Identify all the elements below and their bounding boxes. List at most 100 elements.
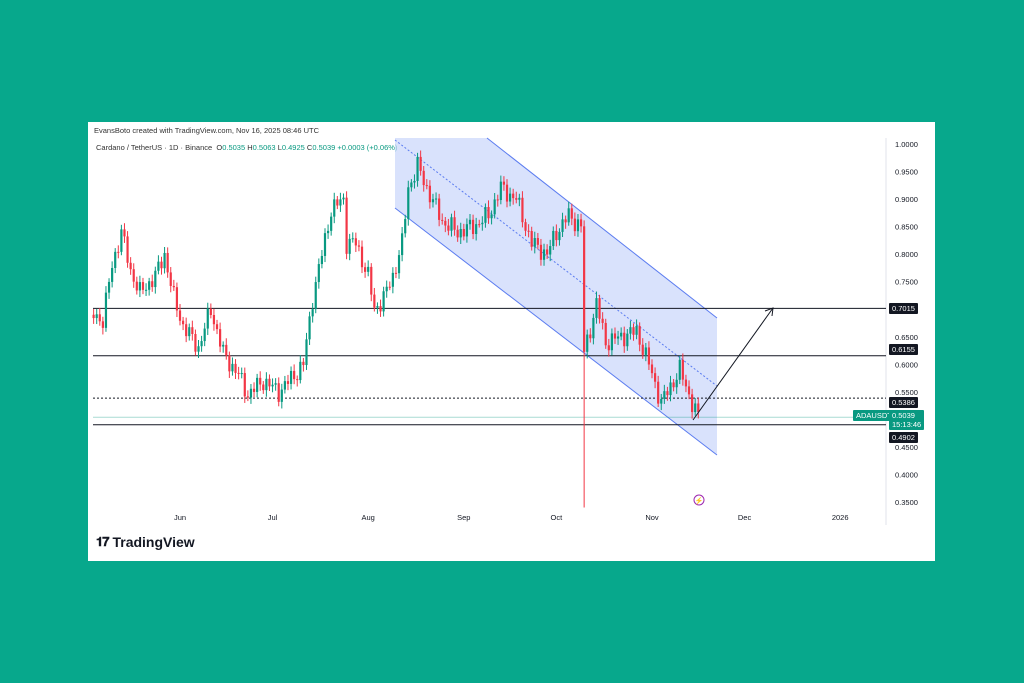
candle-body: [694, 403, 697, 413]
candle-body: [289, 370, 293, 384]
candle-body: [302, 361, 305, 366]
candle-body: [280, 389, 283, 402]
candle-body: [126, 236, 129, 263]
candle-body: [240, 373, 243, 375]
candle-body: [342, 197, 345, 200]
channel-lower-line: [394, 207, 718, 456]
candle-body: [499, 181, 502, 201]
candle-body: [438, 198, 441, 220]
candle-body: [623, 332, 626, 347]
candle-body: [468, 219, 472, 225]
candle-body: [629, 327, 632, 334]
candle-body: [558, 231, 561, 241]
candle-body: [471, 219, 475, 235]
candle-body: [549, 246, 552, 255]
candle-body: [638, 326, 641, 345]
candle-body: [678, 359, 681, 380]
candle-body: [410, 182, 413, 188]
candle-body: [604, 322, 607, 346]
candle-body: [431, 199, 435, 203]
candle-body: [385, 286, 388, 292]
candle-body: [293, 370, 296, 380]
candle-body: [367, 266, 370, 272]
candle-body: [462, 228, 465, 237]
brand-name: TradingView: [112, 534, 195, 550]
candle-body: [225, 344, 228, 356]
candle-body: [425, 185, 428, 187]
lightning-glyph: ⚡: [695, 496, 704, 505]
x-tick-label: Sep: [457, 513, 470, 522]
candle-body: [620, 332, 623, 337]
x-tick-label: Jun: [174, 513, 186, 522]
candle-body: [635, 326, 638, 335]
candle-body: [456, 229, 459, 238]
candle-body: [595, 298, 598, 318]
candle-body: [265, 378, 268, 391]
symbol-badge: ADAUSDT: [853, 410, 895, 421]
candle-body: [271, 384, 274, 387]
candle-body: [178, 310, 182, 321]
candle-body: [663, 391, 666, 400]
candle-body: [453, 217, 456, 230]
candle-body: [256, 377, 259, 392]
x-tick-label: 2026: [832, 513, 849, 522]
candle-body: [450, 217, 453, 231]
y-tick-label: 0.6000: [895, 360, 918, 369]
open-value: 0.5035: [222, 143, 246, 152]
candle-body: [567, 208, 570, 223]
candle-body: [348, 238, 351, 254]
candle-body: [404, 219, 407, 234]
candle-body: [518, 197, 521, 200]
candle-body: [401, 233, 404, 256]
candle-body: [447, 225, 450, 231]
y-tick-label: 0.4500: [895, 443, 918, 452]
candle-body: [212, 315, 216, 325]
candle-body: [151, 281, 154, 288]
candle-body: [320, 255, 324, 265]
level-badge: 0.4902: [889, 432, 918, 443]
candle-body: [317, 264, 320, 283]
y-tick-label: 1.0000: [895, 140, 918, 149]
candle-body: [527, 230, 530, 232]
candle-body: [141, 282, 145, 290]
y-tick-label: 0.8000: [895, 250, 918, 259]
low-label: L: [277, 143, 282, 152]
candle-body: [524, 222, 527, 231]
candle-body: [564, 219, 567, 223]
y-tick-label: 0.7500: [895, 278, 918, 287]
level-badge: 0.6155: [889, 344, 918, 355]
candle-body: [243, 373, 246, 397]
candle-body: [138, 282, 141, 291]
candle-body: [546, 249, 549, 255]
candle-body: [675, 379, 678, 388]
candle-body: [601, 318, 604, 323]
candle-body: [286, 381, 290, 384]
candle-body: [691, 394, 694, 413]
candle-body: [111, 267, 114, 282]
candle-body: [299, 361, 302, 381]
candle-body: [209, 308, 212, 316]
candle-body: [215, 324, 219, 330]
candle-body: [475, 224, 478, 235]
candle-body: [684, 379, 688, 387]
y-tick-label: 0.6500: [895, 333, 918, 342]
projection-arrow: [692, 307, 774, 421]
candle-body: [610, 333, 613, 351]
candle-body: [484, 206, 487, 223]
candle-body: [107, 281, 111, 293]
candle-body: [336, 199, 339, 206]
event-lightning-icon[interactable]: [693, 494, 705, 506]
candle-body: [166, 252, 169, 273]
candle-body: [632, 327, 635, 335]
candle-body: [388, 286, 391, 288]
candle-body: [157, 261, 160, 271]
candle-body: [172, 285, 175, 288]
candle-body: [188, 327, 191, 337]
candle-body: [259, 377, 262, 385]
x-tick-label: Aug: [362, 513, 375, 522]
high-label: H: [247, 143, 253, 152]
candle-body: [194, 334, 197, 352]
candle-body: [428, 185, 431, 203]
candle-body: [163, 252, 166, 269]
